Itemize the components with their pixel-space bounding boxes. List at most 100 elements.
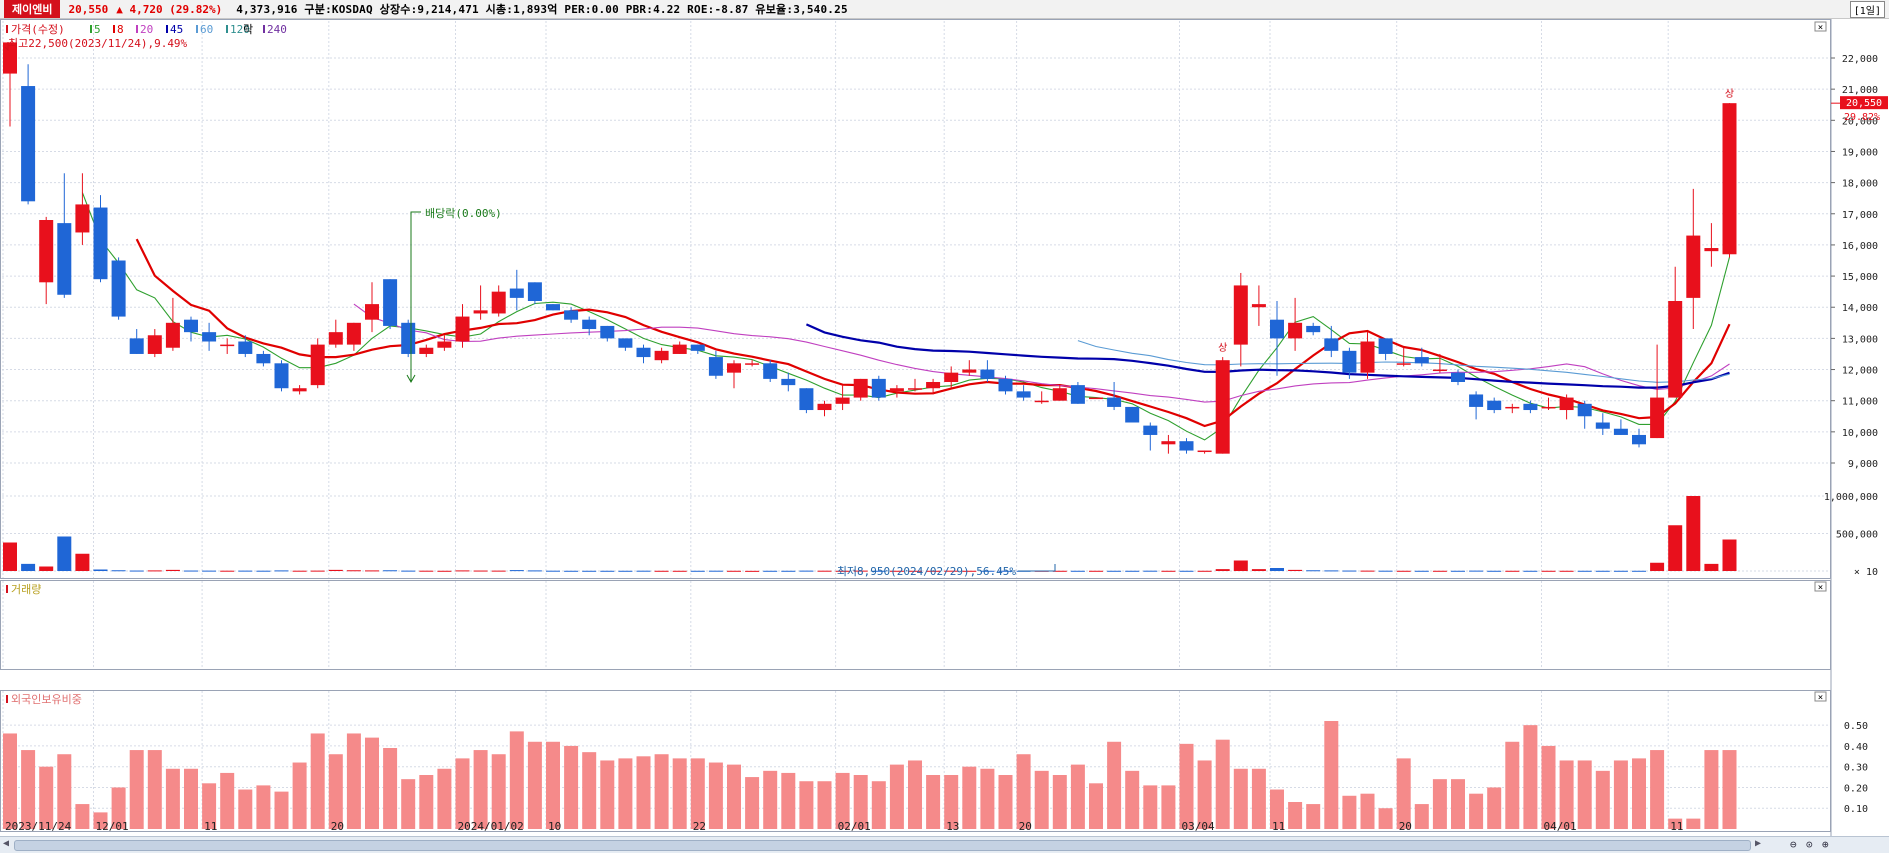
foreign-bar <box>1722 750 1737 829</box>
candle-body <box>1324 338 1339 351</box>
foreign-panel-close[interactable]: × <box>1814 691 1827 703</box>
volume-bar <box>582 570 597 572</box>
candle-body <box>1360 341 1375 373</box>
volume-bar <box>799 570 814 572</box>
price-panel-close[interactable]: × <box>1814 21 1827 33</box>
candle-body <box>1650 397 1665 439</box>
stock-info: 4,373,916 구분:KOSDAQ 상장수:9,214,471 시총:1,8… <box>236 3 848 16</box>
candle-body <box>1143 425 1158 435</box>
foreign-bar <box>3 733 17 829</box>
date-tick-label: 03/04 <box>1182 820 1215 833</box>
foreign-bar <box>238 789 253 829</box>
zoom-reset-icon[interactable]: ⊙ <box>1806 838 1813 851</box>
date-tick-label: 12/01 <box>96 820 129 833</box>
foreign-bar <box>491 754 506 829</box>
volume-bar <box>564 570 579 572</box>
volume-bar <box>1360 570 1375 572</box>
axis-labels: 9,000 10,000 11,000 12,000 13,000 14,000 15,00… <box>1824 54 1878 815</box>
ma-legend-label: 240 <box>267 23 287 36</box>
volume-bar <box>1523 570 1538 572</box>
candle-body <box>328 332 343 345</box>
candle-body <box>1396 363 1411 365</box>
volume-bar <box>835 570 850 572</box>
foreign-bar <box>220 772 235 829</box>
foreign-bar <box>654 754 669 829</box>
candle-body <box>817 403 832 411</box>
candle-body <box>202 332 217 342</box>
foreign-bar <box>1686 818 1701 829</box>
foreign-bar <box>1704 750 1719 829</box>
volume-bar <box>401 570 416 572</box>
candle-body <box>1034 400 1049 403</box>
chart-scrollbar[interactable]: ◀ ▶ ⊖ ⊙ ⊕ <box>0 836 1889 853</box>
svg-text:×: × <box>1818 583 1823 593</box>
price-tick-label: 9,000 <box>1848 459 1878 470</box>
foreign-bar <box>1650 750 1665 829</box>
foreign-bar <box>1324 721 1339 829</box>
low-annotation: 최저8,950(2024/02/29),56.45% <box>837 565 1017 578</box>
foreign-bar <box>564 745 579 829</box>
volume-panel-close[interactable]: × <box>1814 581 1827 593</box>
candle-body <box>1052 388 1067 401</box>
candle-body <box>672 344 687 354</box>
volume-bar <box>745 570 760 572</box>
foreign-bar <box>383 748 398 829</box>
zoom-in-icon[interactable]: ⊕ <box>1822 838 1829 851</box>
foreign-tick-label: 0.20 <box>1844 783 1868 794</box>
stock-name[interactable]: 제이엔비 <box>4 0 61 18</box>
zoom-out-icon[interactable]: ⊖ <box>1790 838 1797 851</box>
volume-bar <box>509 570 524 572</box>
date-tick-label: 2023/11/24 <box>5 820 72 833</box>
volume-bar <box>238 570 253 572</box>
foreign-bar <box>1469 793 1484 829</box>
volume-bar <box>220 570 235 572</box>
foreign-bar <box>346 733 361 829</box>
volume-bar <box>1686 496 1701 571</box>
ma-line-45 <box>805 323 1730 389</box>
volume-bar <box>926 570 941 572</box>
stock-chart[interactable]: 9,000 10,000 11,000 12,000 13,000 14,000 15,00… <box>0 19 1889 836</box>
scroll-right-icon[interactable]: ▶ <box>1755 838 1762 849</box>
foreign-tick-label: 0.40 <box>1844 742 1868 753</box>
volume-bar <box>889 570 904 572</box>
foreign-bar <box>908 760 922 829</box>
price-tick-label: 15,000 <box>1842 272 1878 283</box>
scroll-left-icon[interactable]: ◀ <box>3 838 10 849</box>
volume-bar <box>184 570 198 572</box>
scroll-thumb[interactable] <box>14 840 1751 851</box>
volume-bar <box>328 569 343 571</box>
candle-body <box>1270 319 1284 339</box>
candle-body <box>1704 248 1719 252</box>
foreign-bar <box>980 768 995 829</box>
volume-bar <box>1052 570 1067 572</box>
dividend-annotation: 배당락(0.00%) <box>425 207 502 220</box>
volume-bar <box>527 570 542 572</box>
candle-body <box>654 350 669 361</box>
volume-bar <box>147 570 162 572</box>
foreign-bar <box>75 804 90 829</box>
foreign-bar <box>1595 770 1610 829</box>
foreign-bar <box>57 754 72 829</box>
foreign-bar <box>292 762 307 829</box>
price-tick-label: 17,000 <box>1842 210 1878 221</box>
candle-body <box>165 322 180 348</box>
ma-legend-swatch <box>136 25 138 33</box>
period-selector[interactable]: [1일] <box>1849 1 1885 18</box>
volume-bar <box>1378 570 1393 572</box>
volume-bar <box>1704 563 1719 571</box>
foreign-bar <box>1233 768 1248 829</box>
candle-body <box>962 369 977 373</box>
foreign-bar <box>1541 745 1556 829</box>
volume-bar <box>1595 570 1610 572</box>
volume-bar <box>1541 570 1556 572</box>
foreign-bar <box>473 750 488 829</box>
foreign-bar <box>889 764 904 829</box>
volume-bar <box>419 570 434 572</box>
current-price: 20,550 <box>68 2 109 16</box>
volume-bar <box>437 570 452 572</box>
ma-legend-label: 8 <box>117 23 124 36</box>
foreign-bar <box>600 760 615 829</box>
candle-body <box>147 335 162 354</box>
volume-bar <box>998 570 1013 572</box>
candle-body <box>111 260 126 317</box>
